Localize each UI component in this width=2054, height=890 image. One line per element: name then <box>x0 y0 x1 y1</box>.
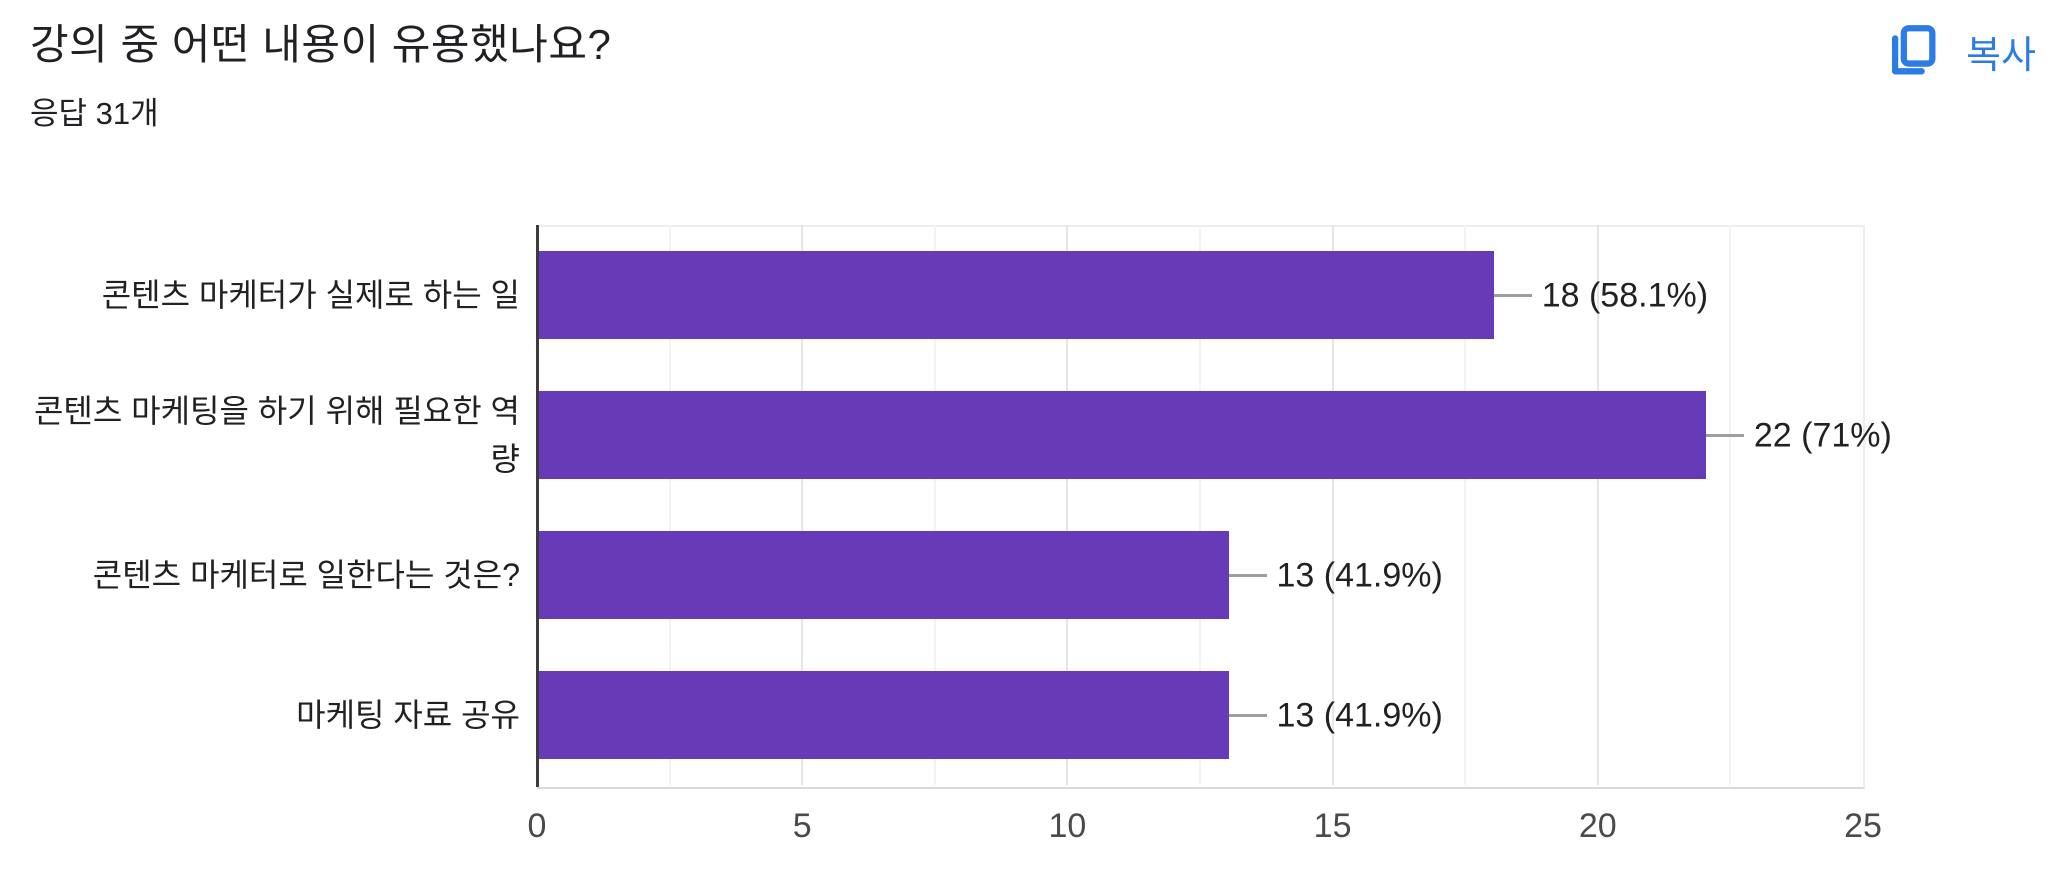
plot-area-border <box>537 225 1865 789</box>
gridline-major <box>1331 225 1334 785</box>
x-axis-tick-label: 25 <box>1844 807 1882 845</box>
bar-segment <box>539 391 1706 479</box>
value-label: 13 (41.9%) <box>1276 556 1443 595</box>
gridline-minor <box>1199 225 1201 785</box>
y-axis-line <box>536 225 539 787</box>
x-axis-tick-label: 5 <box>792 807 812 845</box>
category-label: 마케팅 자료 공유 <box>296 697 520 733</box>
x-axis-tick-label: 20 <box>1578 807 1617 845</box>
value-label: 22 (71%) <box>1753 416 1892 455</box>
category-label: 콘텐츠 마케터가 실제로 하는 일 <box>101 277 520 313</box>
copy-icon <box>1884 20 1942 82</box>
copy-button-label: 복사 <box>1966 34 2036 77</box>
gridline-major <box>801 225 804 785</box>
bar-segment <box>539 531 1229 619</box>
value-connector-line <box>1228 713 1267 717</box>
question-title: 강의 중 어떤 내용이 유용했나요? <box>30 21 612 68</box>
copy-button[interactable]: 복사 <box>1880 16 2040 86</box>
value-label: 13 (41.9%) <box>1276 696 1443 735</box>
value-connector-line <box>1705 433 1744 437</box>
gridline-major <box>1596 225 1599 785</box>
category-label: 콘텐츠 마케팅을 하기 위해 필요한 역량 <box>33 393 520 477</box>
x-axis-tick-label: 15 <box>1313 807 1352 845</box>
value-connector-line <box>1493 293 1532 297</box>
response-count: 응답 31개 <box>30 96 159 131</box>
x-axis-tick-label: 10 <box>1048 807 1087 845</box>
x-axis-tick-label: 0 <box>527 807 547 845</box>
gridline-minor <box>1729 225 1732 785</box>
gridline-minor <box>1464 225 1467 785</box>
value-label: 18 (58.1%) <box>1541 276 1709 315</box>
gridline-minor <box>933 225 936 785</box>
gridline-minor <box>668 225 671 785</box>
category-label: 콘텐츠 마케터로 일한다는 것은? <box>92 557 520 593</box>
bar-segment <box>539 671 1229 759</box>
value-connector-line <box>1228 573 1267 577</box>
bar-segment <box>539 251 1494 339</box>
gridline-major <box>1066 225 1069 785</box>
